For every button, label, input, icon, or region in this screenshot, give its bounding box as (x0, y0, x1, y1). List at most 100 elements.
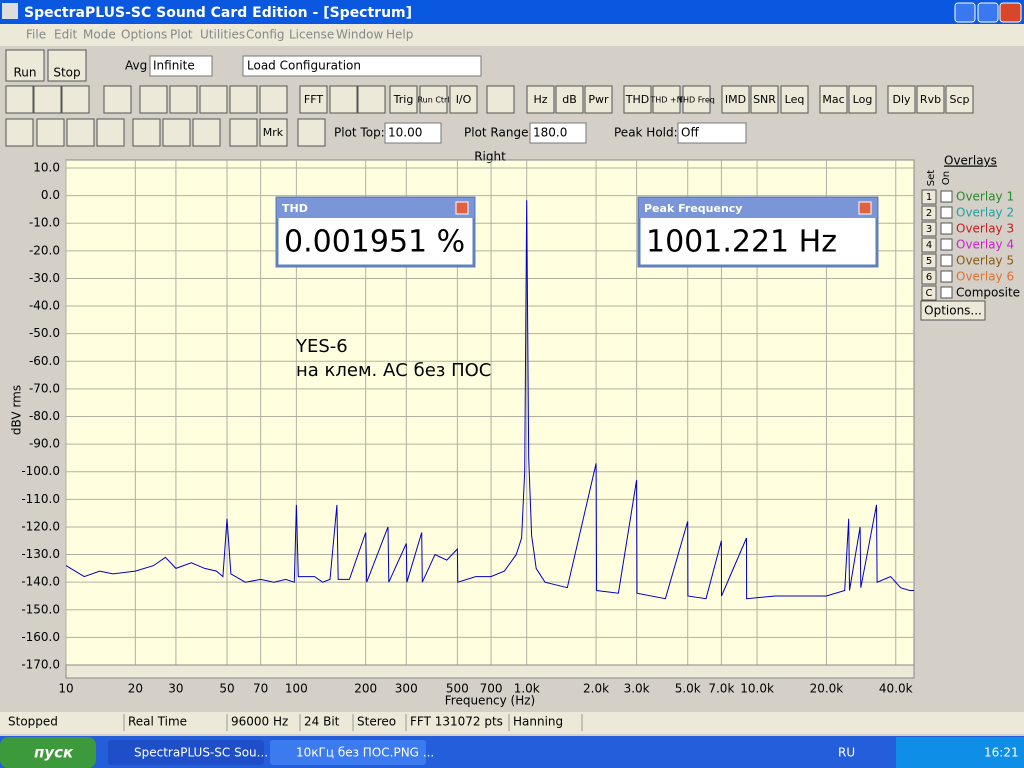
overlay-set-button[interactable] (921, 253, 937, 269)
peak-box-close[interactable] (858, 201, 872, 215)
menu-item: Edit (54, 28, 78, 42)
maximize-button[interactable] (977, 2, 999, 23)
x-tick-label: 7.0k (708, 682, 734, 696)
icon-button[interactable] (229, 118, 258, 147)
overlay-checkbox[interactable] (940, 286, 953, 299)
icon-button[interactable] (229, 85, 258, 114)
tool-label: Leq (785, 93, 805, 106)
y-tick-label: -90.0 (29, 437, 60, 451)
icon-button[interactable] (357, 85, 386, 114)
tool-label: Trig (393, 93, 414, 106)
overlay-checkbox[interactable] (940, 270, 953, 283)
config-select[interactable] (242, 55, 482, 77)
tool-label: I/O (456, 93, 472, 106)
x-tick-label: 20.0k (810, 682, 844, 696)
icon-button[interactable] (329, 85, 358, 114)
tool-button[interactable] (682, 85, 711, 114)
x-tick-label: 5.0k (675, 682, 701, 696)
overlay-set-button[interactable] (921, 285, 937, 301)
overlay-checkbox[interactable] (940, 238, 953, 251)
overlay-checkbox[interactable] (940, 190, 953, 203)
avg-select[interactable] (149, 55, 213, 77)
icon-button[interactable] (199, 85, 228, 114)
menu-item: License (289, 28, 334, 42)
icon-button[interactable] (162, 118, 191, 147)
icon-button[interactable] (192, 118, 221, 147)
task-button[interactable] (108, 740, 264, 765)
icon-button[interactable] (5, 118, 34, 147)
overlay-num: 4 (926, 240, 932, 251)
run-button[interactable] (5, 49, 45, 82)
tool-button[interactable] (555, 85, 584, 114)
overlay-set-button[interactable] (921, 237, 937, 253)
tool-button[interactable] (389, 85, 418, 114)
overlay-checkbox[interactable] (940, 254, 953, 267)
overlay-set-button[interactable] (921, 221, 937, 237)
overlay-checkbox[interactable] (940, 206, 953, 219)
tool-button[interactable] (887, 85, 916, 114)
tool-button[interactable] (721, 85, 750, 114)
tool-button[interactable] (449, 85, 478, 114)
plot-top-input[interactable] (384, 122, 442, 144)
tool-button[interactable] (584, 85, 613, 114)
overlay-name: Composite (956, 286, 1020, 300)
overlay-name: Overlay 3 (956, 222, 1014, 236)
icon-button[interactable] (61, 85, 90, 114)
tool-button[interactable] (819, 85, 848, 114)
task-button[interactable] (270, 740, 426, 765)
tool-button[interactable] (419, 85, 448, 114)
h-scrollbar[interactable] (65, 664, 915, 679)
icon-button[interactable] (169, 85, 198, 114)
x-tick-label: 10.0k (740, 682, 774, 696)
overlay-checkbox[interactable] (940, 222, 953, 235)
thd-box-title: THD (282, 202, 308, 215)
tool-button[interactable] (848, 85, 877, 114)
peak-hold-select[interactable] (677, 122, 747, 144)
icon-button[interactable] (66, 118, 95, 147)
icon-button[interactable] (33, 85, 62, 114)
overlay-set-button[interactable] (921, 189, 937, 205)
overlay-num: C (926, 288, 933, 299)
peak-hold-label: Peak Hold: (614, 126, 678, 140)
minimize-button[interactable] (954, 2, 976, 23)
menu-item: Utilities (200, 28, 245, 42)
tool-button[interactable] (652, 85, 681, 114)
icon-button[interactable] (132, 118, 161, 147)
icon-button[interactable] (259, 85, 288, 114)
options-button[interactable] (920, 300, 986, 321)
x-tick-label: 200 (354, 682, 377, 696)
tool-button[interactable] (526, 85, 555, 114)
plot-range-input[interactable] (529, 122, 587, 144)
tool-button[interactable] (945, 85, 974, 114)
icon-button[interactable] (36, 118, 65, 147)
tool-button[interactable] (916, 85, 945, 114)
tool-label: Log (853, 93, 873, 106)
overlay-set-button[interactable] (921, 205, 937, 221)
thd-box-close[interactable] (455, 201, 469, 215)
peak-box-value: 1001.221 Hz (646, 225, 837, 260)
start-button[interactable] (0, 737, 96, 768)
y-tick-label: -140.0 (21, 575, 60, 589)
mrk-button[interactable] (259, 118, 288, 147)
icon-button[interactable] (139, 85, 168, 114)
chart-title: Right (474, 150, 506, 164)
icon-button[interactable] (297, 118, 326, 147)
tool-button[interactable] (623, 85, 652, 114)
icon-button[interactable] (96, 118, 125, 147)
icon-button[interactable] (103, 85, 132, 114)
y-tick-label: -60.0 (29, 354, 60, 368)
overlay-set-button[interactable] (921, 269, 937, 285)
overlay-name: Overlay 1 (956, 190, 1014, 204)
plot-range-value: 180.0 (533, 126, 567, 140)
task-label: 10кГц без ПОС.PNG ... (296, 746, 434, 760)
close-button[interactable] (999, 2, 1022, 23)
x-tick-label: 2.0k (583, 682, 609, 696)
tool-button[interactable] (780, 85, 809, 114)
overlays-title: Overlays (944, 154, 997, 168)
icon-button[interactable] (5, 85, 34, 114)
tool-button[interactable] (299, 85, 328, 114)
tool-label: THD +N (649, 96, 682, 105)
icon-button[interactable] (486, 85, 515, 114)
stop-button[interactable] (47, 49, 87, 82)
tool-button[interactable] (750, 85, 779, 114)
